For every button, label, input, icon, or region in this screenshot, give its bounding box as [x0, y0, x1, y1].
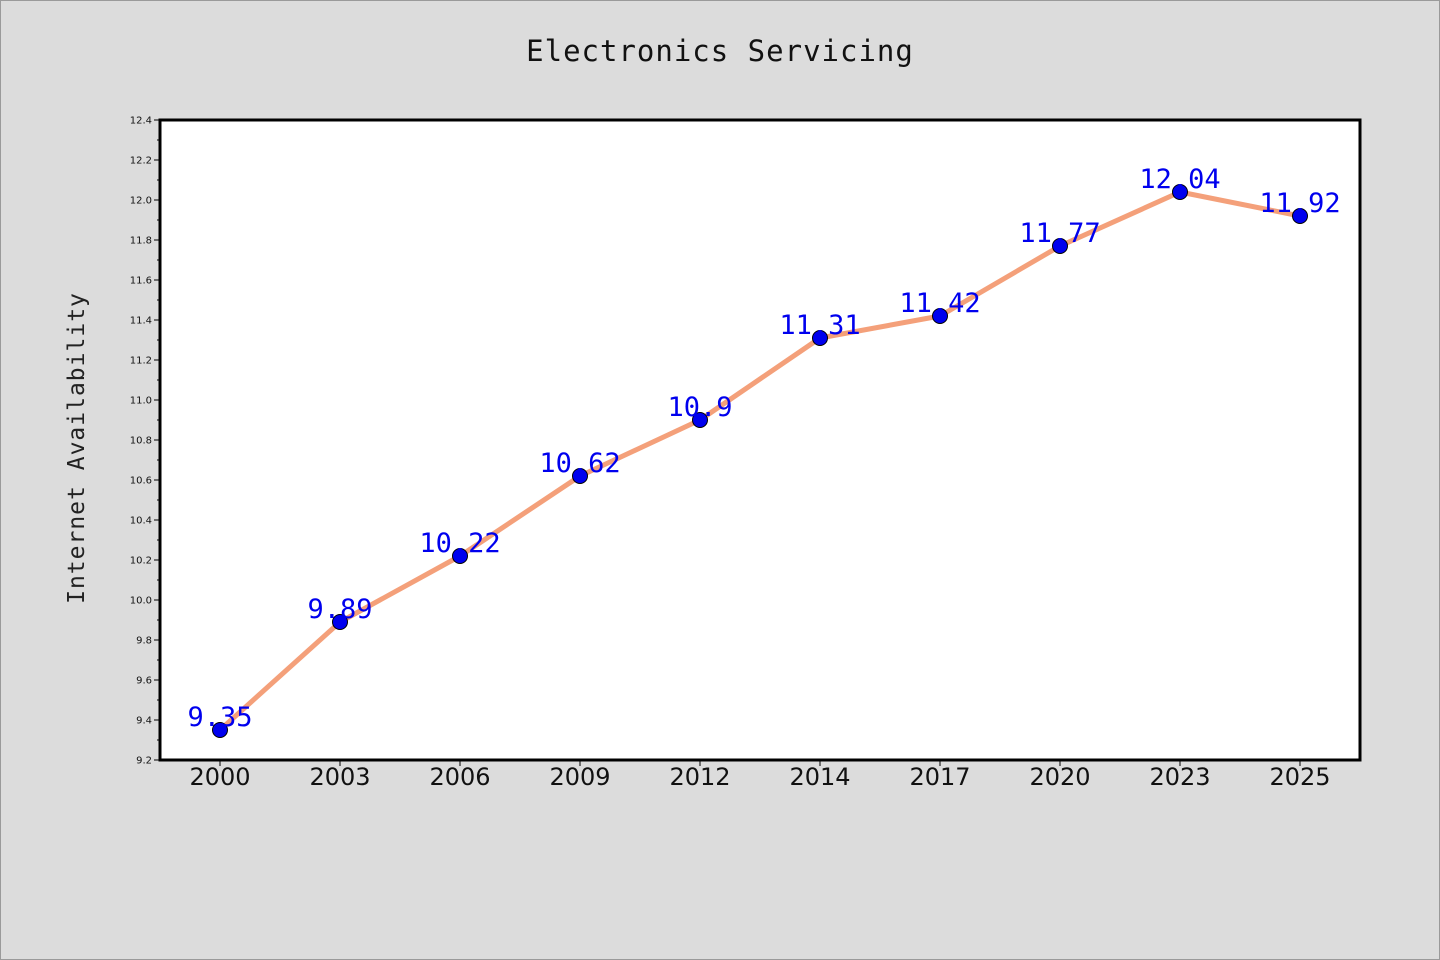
y-tick-label: 10.4 [130, 516, 152, 527]
series-layer: 9.35 9.89 10.22 10.62 10.9 11.31 11.42 11.77 12.… [187, 164, 1341, 738]
y-tick-label: 9.8 [136, 636, 152, 647]
data-point [932, 308, 948, 324]
plot-area [158, 118, 1362, 762]
data-point [332, 614, 348, 630]
y-tick-label: 11.4 [130, 316, 152, 327]
y-tick-label: 10.2 [130, 556, 152, 567]
data-label: 11.42 [899, 288, 980, 319]
data-point [1292, 208, 1308, 224]
chart-title: Electronics Servicing [526, 34, 914, 68]
x-axis-ticks: 2000 2003 2006 2009 2012 2014 2017 2020 2023 2025 [189, 760, 1331, 791]
data-label: 9.89 [307, 594, 372, 625]
data-point [572, 468, 588, 484]
x-tick-label: 2025 [1269, 763, 1330, 791]
y-tick-label: 10.6 [130, 476, 152, 487]
series-line [217, 189, 1303, 733]
y-tick-label: 12.2 [130, 156, 152, 167]
data-label: 12.04 [1139, 164, 1220, 195]
data-label: 11.77 [1019, 218, 1100, 249]
data-point [1052, 238, 1068, 254]
data-point [692, 412, 708, 428]
x-tick-label: 2003 [309, 763, 370, 791]
x-tick-label: 2009 [549, 763, 610, 791]
data-point [212, 722, 228, 738]
data-label: 11.92 [1259, 188, 1340, 219]
y-axis-ticks: 9.2 9.4 9.6 9.8 10.0 10.2 10.4 10.6 10.8 11.0 11.2… [130, 116, 160, 767]
y-tick-label: 9.2 [136, 756, 152, 767]
y-tick-label: 11.6 [130, 276, 152, 287]
x-tick-label: 2014 [789, 763, 850, 791]
data-label: 11.31 [779, 310, 860, 341]
y-tick-label: 11.0 [130, 396, 152, 407]
y-tick-label: 9.4 [136, 716, 152, 727]
y-tick-label: 12.0 [130, 196, 152, 207]
y-tick-label: 10.8 [130, 436, 152, 447]
x-tick-label: 2017 [909, 763, 970, 791]
x-tick-label: 2000 [189, 763, 250, 791]
data-point [1172, 184, 1188, 200]
x-tick-label: 2023 [1149, 763, 1210, 791]
data-label: 10.9 [667, 392, 732, 423]
data-point [812, 330, 828, 346]
y-tick-label: 12.4 [130, 116, 152, 127]
y-tick-label: 9.6 [136, 676, 152, 687]
y-tick-label: 11.8 [130, 236, 152, 247]
data-label: 9.35 [187, 702, 252, 733]
x-tick-label: 2006 [429, 763, 490, 791]
y-tick-label: 11.2 [130, 356, 152, 367]
data-point [452, 548, 468, 564]
x-tick-label: 2012 [669, 763, 730, 791]
x-tick-label: 2020 [1029, 763, 1090, 791]
data-label: 10.62 [539, 448, 620, 479]
data-label: 10.22 [419, 528, 500, 559]
y-tick-label: 10.0 [130, 596, 152, 607]
